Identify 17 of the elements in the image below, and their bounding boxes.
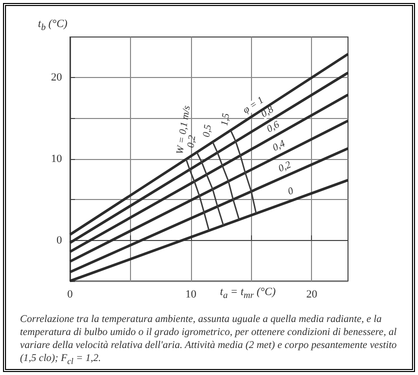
text: 0,8: [259, 104, 276, 120]
y-tick-label: 0: [56, 234, 62, 246]
text: 0,2: [276, 159, 293, 175]
text: 0,2: [186, 134, 198, 149]
text: Correlazione tra la temperatura ambiente, assunta uguale a quella media radiante, e la temperatura di bulbo umido o il grado igrometrico, per ottenere condizioni di benessere, al variare della velocità relativa dell'aria. Attività media (2 met) e corpo pesantemente vestito (1,5 clo); F$_{cl}$ = 1,2.: [20, 313, 398, 368]
text: 0,4: [270, 138, 288, 154]
x-tick-label: 20: [306, 288, 318, 300]
x-axis-title: t$_{a}$ = t$_{mr}$ (°C): [220, 286, 276, 300]
x-tick-label: 10: [185, 288, 197, 300]
y-tick-label: 10: [51, 153, 62, 165]
text: 0,5: [201, 124, 214, 138]
x-tick-label: 0: [67, 288, 74, 300]
y-axis-title: t$_{b}$ (°C): [38, 18, 68, 32]
text: 0,6: [265, 119, 282, 136]
text: 1,5: [219, 112, 232, 127]
y-tick-label: 20: [51, 72, 62, 84]
text: 0: [286, 186, 295, 198]
